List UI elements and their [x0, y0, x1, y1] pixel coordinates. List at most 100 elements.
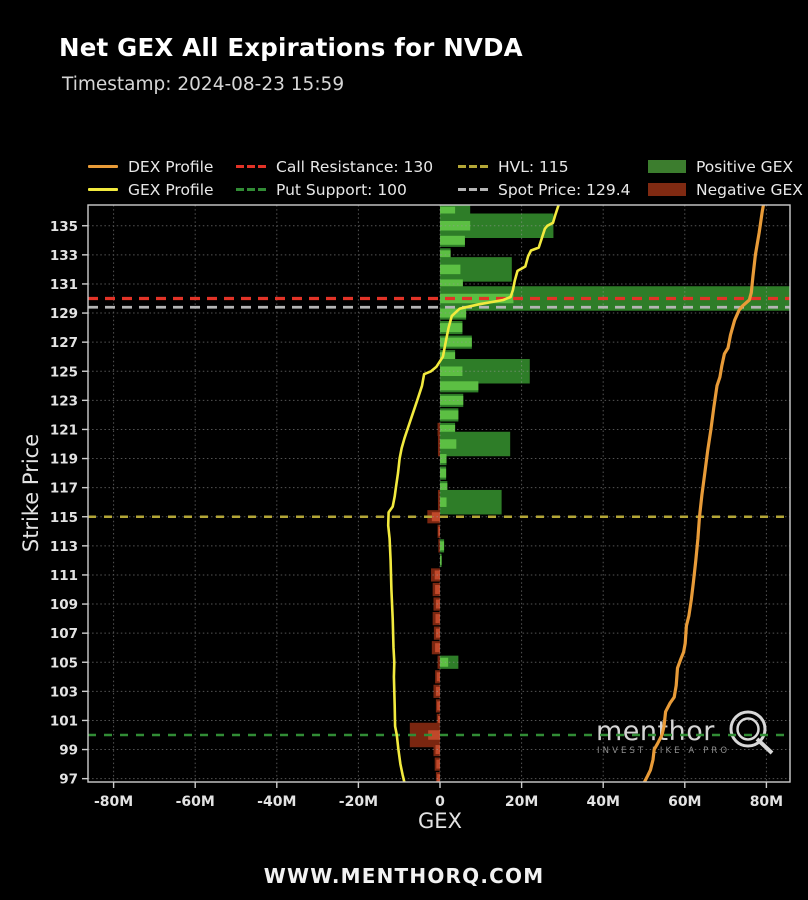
x-tick-label--60M: -60M: [176, 794, 215, 810]
positive_gex-swatch-icon: [648, 160, 686, 173]
gex-bar-front-130: [440, 293, 514, 304]
gex-bar-front-105: [440, 657, 449, 667]
legend-item-put_support: Put Support: 100: [236, 178, 458, 201]
legend-label-positive_gex: Positive GEX: [696, 157, 794, 176]
legend-label-gex_profile: GEX Profile: [128, 180, 214, 199]
x-tick-label-20M: 20M: [505, 794, 538, 810]
gex-bar-front-115: [431, 512, 440, 522]
gex-bar-front-118: [440, 468, 447, 478]
y-tick-label-109: 109: [50, 597, 78, 613]
gex-bar-front-104: [436, 672, 440, 682]
gex-bar-front-131: [440, 279, 463, 289]
gex-bar-front-112: [440, 555, 442, 565]
y-tick-label-127: 127: [50, 335, 78, 351]
gex-bar-back-116: [440, 489, 502, 515]
y-tick-label-101: 101: [50, 713, 78, 729]
gex-bar-front-117: [440, 483, 448, 493]
gex-bar-front-134: [440, 235, 465, 245]
legend-item-call_resistance: Call Resistance: 130: [236, 155, 458, 178]
x-tick-label-0: 0: [435, 794, 445, 810]
legend-item-positive_gex: Positive GEX: [648, 155, 806, 178]
y-tick-label-115: 115: [50, 510, 78, 526]
y-tick-label-129: 129: [50, 306, 78, 322]
gex-bar-front-106: [435, 643, 440, 653]
legend-label-call_resistance: Call Resistance: 130: [276, 157, 434, 176]
x-tick-label--20M: -20M: [339, 794, 378, 810]
gex-bar-front-116: [440, 497, 447, 507]
hvl-swatch-icon: [458, 165, 488, 168]
legend-item-hvl: HVL: 115: [458, 155, 648, 178]
y-tick-label-99: 99: [59, 743, 78, 759]
y-tick-label-121: 121: [50, 422, 78, 438]
gex-bar-front-98: [436, 759, 440, 769]
y-tick-label-97: 97: [59, 772, 78, 788]
y-tick-label-119: 119: [50, 452, 78, 468]
dex_profile-swatch-icon: [88, 165, 118, 168]
y-tick-label-113: 113: [50, 539, 78, 555]
gex-bar-front-110: [435, 585, 440, 594]
y-tick-label-107: 107: [50, 626, 78, 642]
legend-item-dex_profile: DEX Profile: [88, 155, 236, 178]
legend-item-gex_profile: GEX Profile: [88, 178, 236, 201]
y-tick-label-117: 117: [50, 481, 78, 497]
chart-legend: DEX Profile Call Resistance: 130 HVL: 115 P…: [88, 155, 806, 201]
gridlines: [88, 205, 790, 782]
gex-bar-neg-105: [437, 655, 440, 669]
gex-bar-neg-121: [437, 422, 440, 437]
q-logo-tail-icon: [755, 737, 774, 755]
gex-bar-neg-116: [437, 489, 440, 515]
gex-bar-front-101: [437, 715, 440, 725]
gex-bar-front-128: [440, 323, 463, 333]
gex-bar-front-126: [440, 352, 456, 362]
q-logo-outer-circle-icon: [729, 710, 767, 748]
gex-bar-front-119: [440, 454, 447, 464]
y-tick-label-105: 105: [50, 655, 78, 671]
watermark-brand-text: menthor: [596, 716, 715, 747]
y-tick-label-135: 135: [50, 219, 78, 235]
gex-bar-front-127: [440, 337, 472, 347]
x-tick-label--40M: -40M: [257, 794, 296, 810]
axes: 135 133 131 129 127 125 123 121 119 117 115 113 111 1…: [19, 219, 783, 833]
plot-border: [87, 204, 791, 783]
x-tick-label-80M: 80M: [750, 794, 783, 810]
gex-bar-front-135: [440, 221, 471, 231]
gex-bar-front-120: [440, 439, 457, 449]
gex-bar-neg-120: [437, 431, 440, 457]
website-footer: WWW.MENTHORQ.COM: [263, 864, 545, 888]
y-tick-label-133: 133: [50, 248, 78, 264]
y-tick-label-131: 131: [50, 277, 78, 293]
legend-item-negative_gex: Negative GEX: [648, 178, 806, 201]
bars-layer: [409, 205, 790, 782]
gex-bar-front-123: [440, 395, 464, 405]
gex-bar-front-124: [440, 381, 479, 391]
gex-bar-front-125: [440, 366, 463, 376]
watermark-tagline-text: INVEST LIKE A PRO: [597, 746, 730, 756]
legend-label-put_support: Put Support: 100: [276, 180, 407, 199]
gex-profile-line: [386, 205, 560, 782]
put_support-swatch-icon: [236, 188, 266, 191]
legend-label-hvl: HVL: 115: [498, 157, 569, 176]
y-tick-label-103: 103: [50, 684, 78, 700]
legend-label-spot_price: Spot Price: 129.4: [498, 180, 631, 199]
dex-profile-line: [642, 205, 766, 782]
gex-bar-front-136: [440, 206, 456, 216]
gex-bar-front-97: [437, 774, 440, 782]
page-title: Net GEX All Expirations for NVDA: [59, 33, 523, 62]
negative_gex-swatch-icon: [648, 183, 686, 196]
call_resistance-swatch-icon: [236, 165, 266, 168]
x-axis-title: GEX: [418, 809, 462, 833]
gex-bar-front-122: [440, 410, 459, 420]
legend-label-negative_gex: Negative GEX: [696, 180, 803, 199]
x-tick-label-40M: 40M: [586, 794, 619, 810]
spot_price-swatch-icon: [458, 188, 488, 191]
gex-bar-front-114: [438, 526, 440, 536]
gex-bar-front-100: [428, 730, 440, 740]
x-tick-label--80M: -80M: [94, 794, 133, 810]
gex_profile-swatch-icon: [88, 188, 118, 191]
gex-bar-neg-113: [438, 539, 440, 553]
y-tick-label-125: 125: [50, 364, 78, 380]
gex-bar-front-132: [440, 264, 461, 275]
